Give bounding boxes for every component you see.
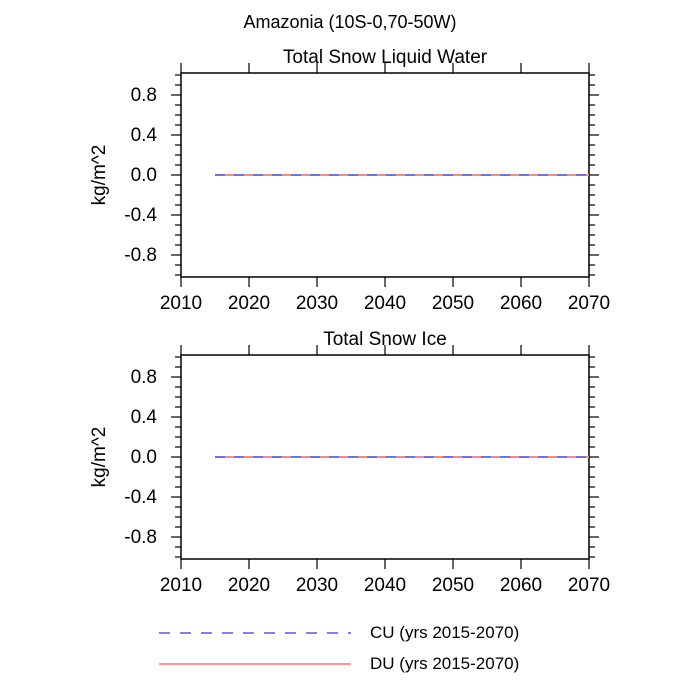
x-tick-label: 2010	[160, 293, 202, 314]
x-tick-label: 2040	[364, 575, 406, 596]
legend: CU (yrs 2015-2070) DU (yrs 2015-2070)	[158, 622, 519, 675]
x-tick-label: 2020	[228, 575, 270, 596]
x-tick-label: 2040	[364, 293, 406, 314]
main-title: Amazonia (10S-0,70-50W)	[243, 12, 457, 32]
x-tick-label: 2050	[432, 575, 474, 596]
du-solid-line-swatch	[159, 663, 351, 665]
x-tick-label: 2030	[296, 293, 338, 314]
axes-ticks	[171, 345, 599, 569]
y-tick-label: 0.4	[131, 125, 158, 146]
panel-title: Total Snow Ice	[323, 329, 447, 350]
y-axis-label: kg/m^2	[89, 427, 110, 488]
legend-label-du: DU (yrs 2015-2070)	[370, 654, 520, 673]
y-tick-label: 0.4	[131, 407, 158, 428]
y-tick-label: 0.8	[131, 367, 157, 388]
x-tick-label: 2070	[568, 575, 610, 596]
y-tick-label: 0.0	[131, 447, 157, 468]
x-tick-label: 2060	[500, 293, 542, 314]
panel-title: Total Snow Liquid Water	[283, 47, 488, 68]
x-tick-label: 2030	[296, 575, 338, 596]
legend-label-cu: CU (yrs 2015-2070)	[370, 623, 520, 642]
x-tick-label: 2010	[160, 575, 202, 596]
y-tick-label: -0.4	[124, 487, 157, 508]
x-tick-label: 2020	[228, 293, 270, 314]
panel-total-snow-liquid-water: Total Snow Liquid Water 2010 2020 2030 2040 2…	[89, 47, 610, 314]
y-tick-label: -0.8	[124, 245, 157, 266]
cu-dashed-line-swatch	[159, 632, 351, 634]
panel-total-snow-ice: Total Snow Ice 2010 2020 2030 2040 2050 2060 20…	[89, 329, 610, 596]
legend-item-cu: CU (yrs 2015-2070)	[158, 622, 519, 644]
y-axis-label: kg/m^2	[89, 145, 110, 206]
y-tick-label: 0.8	[131, 85, 157, 106]
legend-item-du: DU (yrs 2015-2070)	[158, 653, 519, 675]
x-tick-label: 2060	[500, 575, 542, 596]
axes-ticks	[171, 63, 599, 287]
y-tick-label: 0.0	[131, 165, 157, 186]
x-tick-label: 2070	[568, 293, 610, 314]
y-tick-label: -0.8	[124, 527, 157, 548]
x-tick-label: 2050	[432, 293, 474, 314]
y-tick-label: -0.4	[124, 205, 157, 226]
